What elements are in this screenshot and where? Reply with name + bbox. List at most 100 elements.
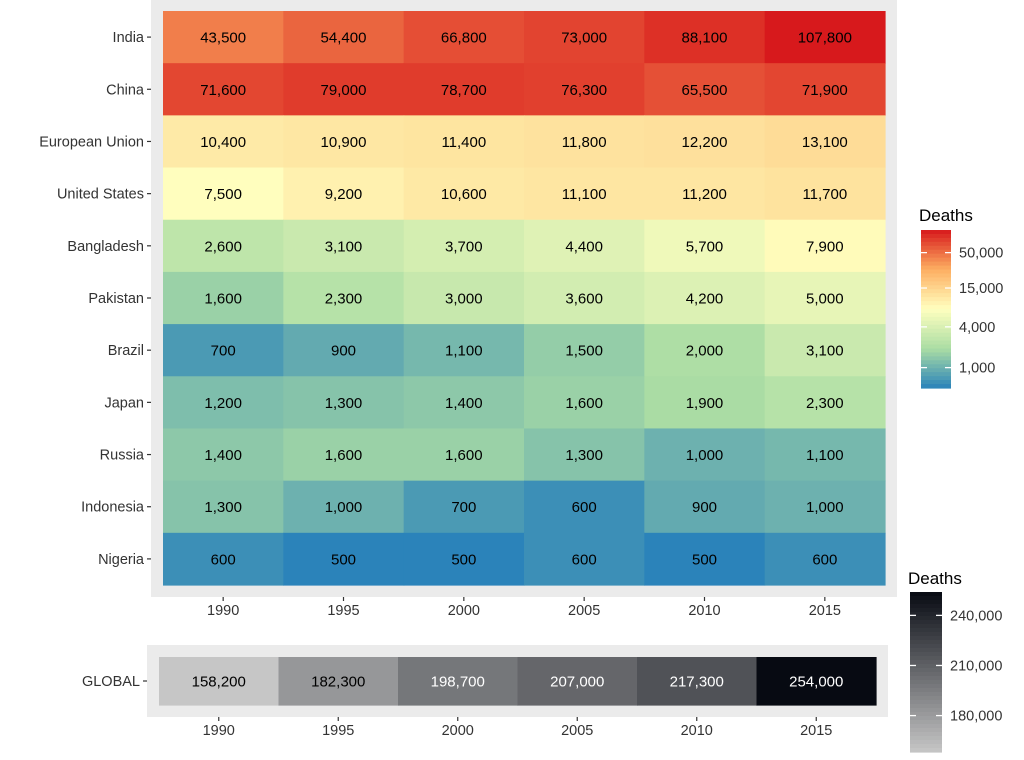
- cell-value-label: 79,000: [321, 82, 367, 99]
- y-tick-label: United States: [57, 187, 144, 203]
- legend-gradient-step: [910, 736, 942, 741]
- legend-gradient-step: [921, 273, 951, 278]
- heatmap-cell: [283, 532, 405, 586]
- legend-gradient-step: [921, 277, 951, 282]
- legend-gradient-step: [921, 320, 951, 326]
- heatmap-cell: [283, 480, 405, 534]
- cell-value-label: 1,100: [806, 447, 844, 464]
- cell-value-label: 1,400: [204, 447, 242, 464]
- heatmap-cell: [163, 11, 284, 64]
- x-tick-label: 2005: [561, 723, 593, 739]
- heatmap-cell: [403, 376, 525, 430]
- cell-value-label: 1,000: [806, 499, 844, 516]
- cell-value-label: 10,400: [200, 134, 246, 151]
- legend-gradient-step: [910, 676, 942, 681]
- cell-value-label: 5,000: [806, 291, 844, 308]
- cell-value-label: 3,600: [565, 291, 603, 308]
- cell-value-label: 3,700: [445, 238, 483, 255]
- y-tick-label: Nigeria: [98, 552, 145, 568]
- cell-value-label: 1,500: [565, 343, 603, 360]
- cell-value-label: 2,300: [806, 395, 844, 412]
- legend-gradient-step: [910, 688, 942, 693]
- heatmap-cell: [637, 657, 758, 706]
- cell-value-label: 182,300: [311, 674, 365, 691]
- cell-value-label: 1,000: [325, 499, 363, 516]
- legend-break-label: 180,000: [950, 709, 1002, 725]
- heatmap-cell: [764, 428, 886, 482]
- heatmap-cell: [283, 271, 405, 325]
- legend-gradient-step: [910, 596, 942, 601]
- legend-gradient-step: [910, 608, 942, 613]
- legend-gradient-step: [910, 708, 942, 713]
- cell-value-label: 10,600: [441, 186, 487, 203]
- x-tick-label: 2000: [448, 603, 480, 619]
- legend-gradient-step: [921, 376, 951, 381]
- heatmap-cell: [644, 271, 766, 325]
- x-tick-label: 2000: [442, 723, 474, 739]
- y-tick-label: Indonesia: [81, 500, 145, 516]
- legend-break-label: 1,000: [959, 361, 995, 377]
- legend-gradient-step: [910, 720, 942, 725]
- cell-value-label: 900: [692, 499, 717, 516]
- legend-gradient-step: [910, 604, 942, 609]
- cell-value-label: 88,100: [682, 30, 728, 47]
- cell-value-label: 2,000: [686, 343, 724, 360]
- cell-value-label: 1,600: [325, 447, 363, 464]
- cell-value-label: 54,400: [321, 30, 367, 47]
- heatmap-cell: [644, 324, 766, 377]
- legend-gradient-step: [910, 660, 942, 665]
- heatmap-cell: [764, 167, 886, 221]
- legend-title: Deaths: [908, 569, 962, 588]
- heatmap-cell: [403, 11, 525, 64]
- heatmap-cell: [163, 324, 284, 377]
- heatmap-cell: [163, 271, 284, 325]
- legend-gradient-step: [910, 620, 942, 625]
- cell-value-label: 1,300: [325, 395, 363, 412]
- heatmap-cell: [524, 376, 645, 430]
- y-tick-label: Bangladesh: [67, 239, 144, 255]
- legend-gradient-step: [910, 664, 942, 669]
- heatmap-cell: [764, 376, 886, 430]
- heatmap-cell: [403, 167, 525, 221]
- cell-value-label: 11,800: [562, 134, 607, 151]
- heatmap-cell: [524, 219, 645, 273]
- legend-gradient-step: [910, 728, 942, 733]
- cell-value-label: 1,300: [204, 499, 242, 516]
- cell-value-label: 1,600: [565, 395, 603, 412]
- legend-gradient-step: [910, 592, 942, 597]
- cell-value-label: 600: [572, 551, 597, 568]
- cell-value-label: 9,200: [325, 186, 363, 203]
- cell-value-label: 600: [572, 499, 597, 516]
- legend-gradient-step: [921, 340, 951, 346]
- heatmap-cell: [163, 532, 284, 586]
- legend-gradient-step: [910, 716, 942, 721]
- heatmap-cell: [403, 115, 525, 169]
- cell-value-label: 5,700: [686, 238, 724, 255]
- cell-value-label: 2,600: [204, 238, 242, 255]
- legend-gradient-step: [921, 265, 951, 271]
- heatmap-cell: [163, 219, 284, 273]
- global-heatmap-panel: 158,200 182,300 198,700 207,000 217,300 254,0…: [82, 645, 888, 739]
- legend-gradient-step: [910, 748, 942, 753]
- cell-value-label: 3,100: [325, 238, 363, 255]
- legend-gradient-step: [910, 636, 942, 641]
- legend-gradient-step: [910, 612, 942, 617]
- legend-gradient-step: [910, 640, 942, 645]
- cell-value-label: 500: [331, 551, 356, 568]
- cell-value-label: 1,400: [445, 395, 483, 412]
- legend-gradient-step: [910, 616, 942, 621]
- heatmap-cell: [517, 657, 638, 706]
- heatmap-cell: [159, 657, 280, 706]
- y-tick-label: GLOBAL: [82, 674, 140, 690]
- legend-gradient-step: [910, 648, 942, 653]
- heatmap-cell: [283, 167, 405, 221]
- cell-value-label: 158,200: [192, 674, 246, 691]
- heatmap-cell: [524, 115, 645, 169]
- legend-break-label: 15,000: [959, 281, 1003, 297]
- legend-gradient-step: [921, 237, 951, 243]
- cell-value-label: 1,900: [686, 395, 724, 412]
- legend-gradient-step: [910, 696, 942, 701]
- heatmap-cell: [403, 428, 525, 482]
- cell-value-label: 71,900: [802, 82, 848, 99]
